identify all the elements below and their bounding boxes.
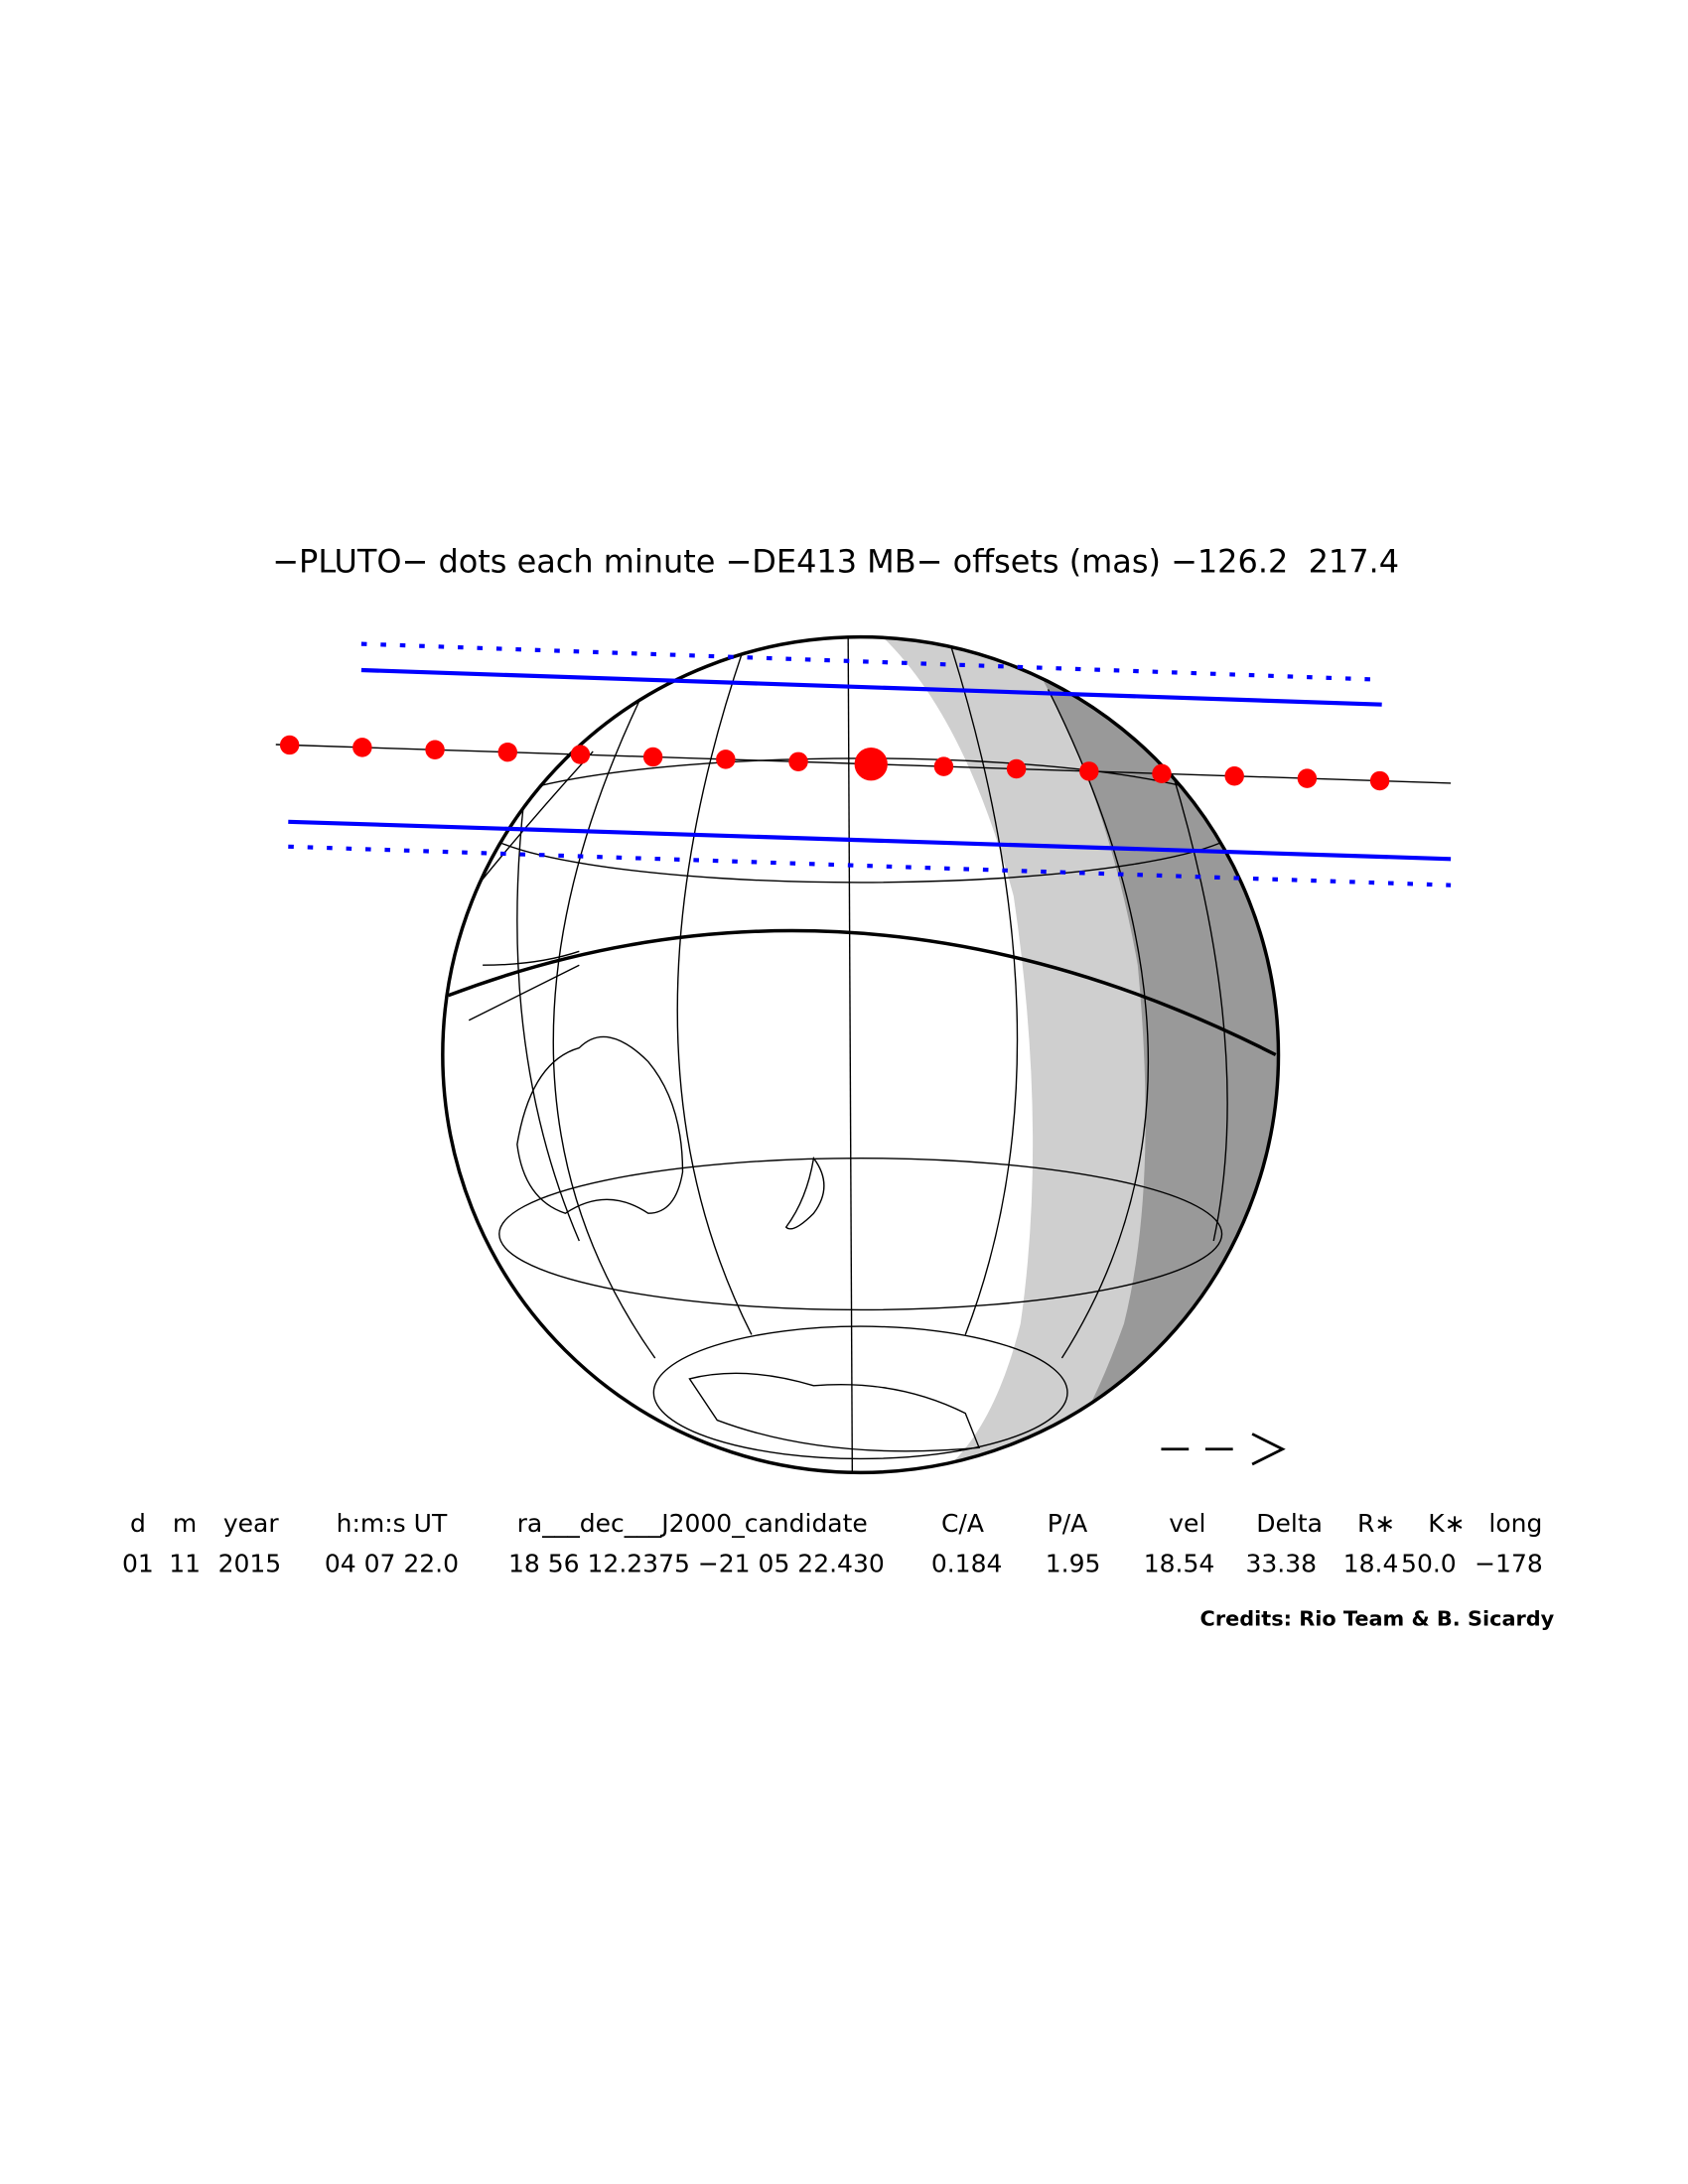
globe-outline bbox=[441, 634, 1281, 1475]
globe-shading bbox=[882, 636, 1279, 1473]
column-value: 50.0 bbox=[1401, 1549, 1457, 1577]
column-value: 2015 bbox=[218, 1549, 282, 1577]
column-value: −178 bbox=[1475, 1549, 1543, 1577]
column-value: 33.38 bbox=[1245, 1549, 1317, 1577]
shadow-limits bbox=[275, 641, 1452, 887]
column-header: d bbox=[130, 1509, 146, 1538]
minute-dot bbox=[1079, 761, 1099, 781]
minute-dot bbox=[1006, 758, 1027, 779]
column-header: m bbox=[173, 1509, 197, 1538]
minute-dot bbox=[1224, 766, 1244, 786]
column-header: K∗ bbox=[1428, 1509, 1465, 1538]
column-header: Delta bbox=[1256, 1509, 1323, 1538]
night bbox=[1018, 636, 1279, 1473]
minute-dot bbox=[425, 740, 445, 759]
column-header: ra___dec___J2000_candidate bbox=[517, 1509, 868, 1538]
minute-dot bbox=[1369, 770, 1390, 791]
column-value: 0.184 bbox=[931, 1549, 1003, 1577]
column-value: 18.54 bbox=[1144, 1549, 1215, 1577]
column-header: vel bbox=[1169, 1509, 1205, 1538]
column-value: 11 bbox=[169, 1549, 201, 1577]
minute-dot bbox=[352, 738, 372, 757]
column-value: 18 56 12.2375 −21 05 22.430 bbox=[508, 1549, 885, 1577]
column-value: 01 bbox=[122, 1549, 154, 1577]
minute-dot bbox=[933, 756, 954, 776]
minute-dot bbox=[279, 735, 300, 755]
minute-dot bbox=[1152, 763, 1172, 784]
direction-arrow bbox=[1161, 1433, 1286, 1466]
credits: Credits: Rio Team & B. Sicardy bbox=[1200, 1606, 1555, 1630]
minute-dot bbox=[788, 751, 808, 772]
minute-dot bbox=[497, 742, 517, 762]
column-value: 18.4 bbox=[1343, 1549, 1399, 1577]
column-value: 04 07 22.0 bbox=[325, 1549, 459, 1577]
south-limit bbox=[288, 819, 1452, 862]
minute-dot bbox=[570, 745, 591, 764]
column-header: long bbox=[1488, 1509, 1542, 1538]
title: −PLUTO− dots each minute −DE413 MB− offs… bbox=[272, 542, 1399, 580]
column-header: h:m:s UT bbox=[337, 1509, 448, 1538]
south-limit-uncertainty bbox=[288, 844, 1452, 887]
minute-dot bbox=[716, 750, 736, 769]
minute-dot bbox=[642, 747, 663, 767]
north-limit-uncertainty bbox=[360, 641, 1382, 682]
minute-dots bbox=[279, 735, 1390, 791]
event-table: d m year h:m:s UT ra___dec___J2000_candidate… bbox=[122, 1509, 1543, 1577]
column-header: R∗ bbox=[1357, 1509, 1395, 1538]
column-header: P/A bbox=[1048, 1509, 1088, 1538]
closest-approach-dot bbox=[854, 748, 888, 781]
north-limit bbox=[360, 667, 1382, 707]
minute-dot bbox=[1297, 768, 1318, 788]
column-header: C/A bbox=[941, 1509, 984, 1538]
column-header: year bbox=[223, 1509, 279, 1538]
column-value: 1.95 bbox=[1046, 1549, 1101, 1577]
